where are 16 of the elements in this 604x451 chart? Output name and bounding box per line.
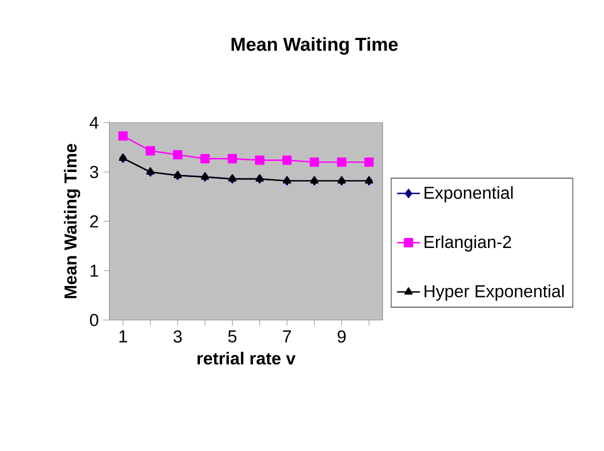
x-tick-label: 7 — [283, 330, 291, 342]
x-tick-label: 3 — [174, 330, 182, 343]
x-tick-label: 5 — [228, 330, 236, 343]
y-tick-label: 0 — [90, 314, 98, 326]
chart-title: Mean Waiting Time — [232, 37, 398, 55]
legend-label: Hyper Exponential — [424, 284, 564, 301]
legend-label: Erlangian-2 — [424, 236, 511, 252]
y-axis-title: Mean Waiting Time — [64, 144, 80, 298]
x-tick-label: 9 — [338, 330, 346, 343]
y-tick-label: 2 — [90, 215, 98, 228]
x-axis-title: retrial rate v — [198, 352, 296, 365]
x-tick-label: 1 — [120, 330, 127, 342]
y-tick-label: 1 — [90, 264, 98, 277]
y-tick-label: 3 — [90, 166, 98, 178]
legend-label: Exponential — [424, 186, 513, 203]
y-tick-label: 4 — [90, 116, 98, 129]
